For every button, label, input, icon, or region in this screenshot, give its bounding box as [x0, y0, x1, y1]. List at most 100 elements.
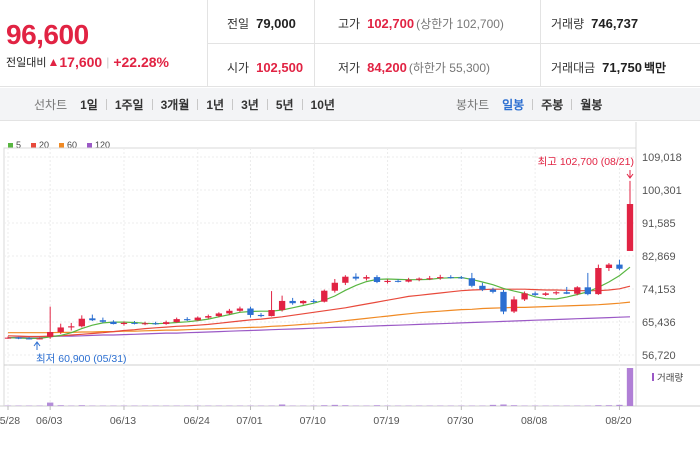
x-tick-label: 08/08	[521, 415, 547, 427]
tab-divider	[105, 99, 107, 110]
x-tick-label: 06/03	[36, 415, 62, 427]
tab-5y[interactable]: 5년	[275, 98, 294, 112]
candle-body	[531, 293, 539, 295]
low-arrow-icon	[33, 341, 41, 350]
lower-limit: (하한가 55,300)	[408, 61, 491, 75]
chart-tab-bar: 선차트 1일 1주일 3개월 1년 3년 5년 10년 봉차트 일봉 주봉 월봉	[0, 88, 700, 121]
candle-body	[415, 278, 423, 280]
candle-body	[574, 287, 581, 294]
tab-divider	[266, 99, 268, 110]
y-tick-label: 74,153	[642, 284, 676, 296]
prev-close-label: 전일	[227, 17, 250, 31]
tab-monthly[interactable]: 월봉	[580, 98, 603, 112]
trade-amount: 거래대금 71,750 백만	[551, 59, 666, 76]
x-tick-label: 06/24	[184, 415, 210, 427]
y-axis: 109,018 100,301 91,585 82,869 74,153 65,436 56…	[642, 152, 682, 362]
volume-bar	[47, 402, 54, 406]
candle-body	[479, 285, 486, 290]
tab-divider	[151, 99, 153, 110]
candle-body	[215, 313, 223, 317]
x-tick-label: 07/19	[373, 415, 399, 427]
candle-body	[447, 277, 454, 279]
low-annotation: 최저 60,900 (05/31)	[36, 353, 127, 365]
volume-bar	[605, 405, 613, 406]
candle-body	[426, 278, 433, 280]
candle-body	[394, 280, 402, 282]
candle-body	[437, 277, 444, 279]
legend-ma120: 120	[87, 140, 110, 150]
candle-body	[205, 316, 212, 318]
tab-daily[interactable]: 일봉	[502, 98, 525, 112]
tab-1w[interactable]: 1주일	[114, 98, 144, 112]
candle-body	[173, 319, 180, 323]
candle-body	[247, 308, 254, 315]
tab-10y[interactable]: 10년	[310, 98, 335, 112]
change-label: 전일대비	[6, 57, 47, 69]
legend-ma5: 5	[8, 140, 21, 150]
legend-swatch	[8, 142, 13, 148]
candle-body	[257, 314, 265, 317]
candle-body	[226, 310, 233, 314]
price-change: 전일대비 ▲ 17,600 | +22.28%	[6, 54, 169, 70]
legend-label: 5	[16, 140, 22, 150]
upper-limit: (상한가 102,700)	[416, 17, 504, 31]
plot-frame	[3, 147, 637, 407]
candle-body	[110, 321, 117, 325]
candle-body	[289, 300, 296, 304]
tab-1d[interactable]: 1일	[80, 98, 98, 112]
x-tick-label: 06/13	[110, 415, 136, 427]
x-tick-label: 07/30	[447, 415, 473, 427]
candle-body	[68, 326, 75, 328]
volume-legend-swatch	[652, 373, 654, 381]
candle-body	[89, 318, 96, 321]
volume-bar	[78, 405, 85, 406]
candle-body	[268, 310, 275, 317]
tab-3m[interactable]: 3개월	[160, 98, 190, 112]
x-tick-label: 07/01	[236, 415, 262, 427]
y-tick-label: 56,720	[642, 350, 676, 362]
candle-body	[542, 293, 549, 295]
candle-body	[584, 287, 591, 295]
candle-body	[321, 290, 328, 302]
x-axis: 05/28 06/03 06/13 06/24 07/01 07/10 07/19 07/30…	[0, 406, 632, 427]
volume: 거래량 746,737	[551, 15, 638, 32]
change-value: 17,600	[59, 54, 103, 70]
high-price: 고가 102,700 (상한가 102,700)	[338, 15, 504, 32]
low-price: 저가 84,200 (하한가 55,300)	[338, 59, 490, 76]
candle-body	[510, 299, 518, 312]
tab-divider	[232, 99, 234, 110]
tab-divider	[571, 99, 573, 110]
tab-1y[interactable]: 1년	[206, 98, 225, 112]
change-percent: +22.28%	[113, 54, 169, 70]
legend-label: 20	[39, 140, 50, 150]
candle-body	[4, 337, 12, 339]
candle-body	[78, 318, 85, 327]
candle-body	[99, 320, 107, 322]
tab-divider	[532, 99, 534, 110]
candle-body	[278, 300, 286, 311]
legend-ma20: 20	[31, 140, 49, 150]
tab-weekly[interactable]: 주봉	[541, 98, 564, 112]
volume-bar	[57, 405, 64, 406]
tab-3y[interactable]: 3년	[241, 98, 259, 112]
candle-body	[489, 289, 497, 292]
candle-body	[563, 292, 570, 294]
candle-body	[521, 293, 528, 300]
candle-body	[363, 277, 370, 279]
candle-body	[458, 277, 465, 279]
candle-body	[384, 280, 391, 283]
high-arrow-icon	[626, 170, 634, 179]
volume-bar	[342, 405, 349, 406]
prev-close: 전일 79,000	[227, 15, 296, 32]
candle-body	[310, 300, 317, 302]
ma5-line	[7, 266, 631, 339]
info-divider	[540, 0, 541, 87]
volume-bar	[510, 405, 518, 406]
open-price: 시가 102,500	[227, 59, 303, 76]
line-chart-label: 선차트	[34, 98, 68, 112]
y-tick-label: 65,436	[642, 317, 676, 329]
candle-body	[405, 279, 412, 282]
low-label: 저가	[338, 61, 361, 75]
tab-divider	[301, 99, 303, 110]
ma60-line	[8, 301, 631, 334]
